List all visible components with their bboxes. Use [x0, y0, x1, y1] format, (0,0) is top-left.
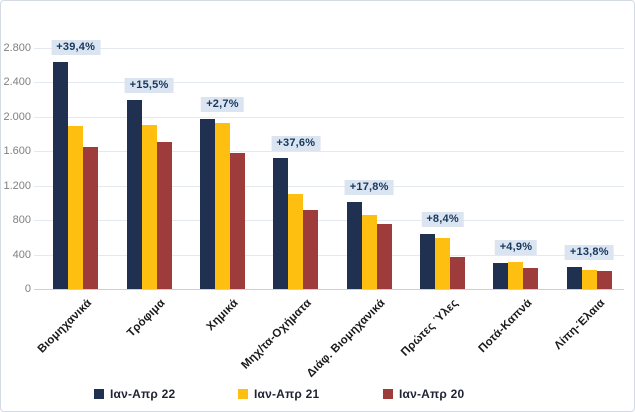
bar-ιαν-απρ-21 — [581, 270, 597, 289]
annotation-badge: +17,8% — [344, 180, 394, 196]
y-tick-label: 1.200 — [3, 179, 31, 192]
annotation-badge: +13,8% — [564, 245, 614, 261]
bar-ιαν-απρ-21 — [214, 122, 230, 289]
y-tick-label: 0 — [24, 283, 31, 295]
bar-ιαν-απρ-22 — [566, 267, 582, 289]
bar-ιαν-απρ-20 — [83, 147, 99, 289]
annotation-badge: +37,6% — [271, 136, 321, 152]
y-tick-label: 1.600 — [3, 145, 31, 158]
gridline — [34, 82, 624, 84]
annotation-badge: +2,7% — [201, 96, 244, 112]
category-label: Ποτά-Καπνά — [476, 297, 535, 356]
gridline — [34, 48, 624, 49]
annotation-badge: +8,4% — [421, 211, 464, 227]
bar-ιαν-απρ-20 — [229, 153, 245, 289]
y-tick-label: 400 — [12, 248, 31, 261]
legend-item-jan-apr-20: Ιαν-Απρ 20 — [383, 387, 464, 401]
y-tick-label: 2.400 — [3, 76, 31, 89]
legend-item-jan-apr-21: Ιαν-Απρ 21 — [238, 387, 319, 401]
y-tick-label: 2.000 — [3, 110, 31, 123]
annotation-badge: +4,9% — [494, 240, 538, 256]
bar-ιαν-απρ-21 — [141, 125, 157, 289]
bar-ιαν-απρ-22 — [273, 158, 289, 289]
category-label: Διάφ. Βιομηχανικά — [304, 297, 388, 380]
bar-ιαν-απρ-20 — [376, 224, 392, 289]
bar-ιαν-απρ-21 — [361, 214, 377, 289]
bar-ιαν-απρ-22 — [346, 202, 362, 289]
bar-ιαν-απρ-22 — [53, 61, 69, 289]
legend-swatch-red — [383, 389, 393, 399]
category-label: Βιομηχανικά — [35, 297, 95, 356]
bar-ιαν-απρ-21 — [288, 193, 304, 289]
category-label: Χημικά — [204, 297, 241, 334]
legend-label: Ιαν-Απρ 21 — [254, 387, 320, 401]
legend-label: Ιαν-Απρ 20 — [399, 387, 465, 401]
bar-ιαν-απρ-20 — [450, 257, 466, 289]
legend-swatch-yellow — [238, 389, 248, 399]
gridline — [34, 151, 624, 153]
bar-ιαν-απρ-21 — [435, 238, 451, 289]
bar-ιαν-απρ-20 — [596, 271, 612, 289]
gridline — [34, 254, 624, 256]
bar-ιαν-απρ-22 — [420, 233, 436, 289]
gridline — [34, 220, 624, 222]
bar-ιαν-απρ-20 — [156, 142, 172, 289]
annotation-badge: +15,5% — [124, 77, 174, 93]
category-label: Πρώτες Ύλες — [399, 297, 462, 359]
category-label: Λίπη-Έλαια — [552, 297, 608, 353]
x-axis-line — [34, 289, 624, 290]
bar-ιαν-απρ-22 — [126, 99, 142, 289]
y-tick-label: 2.800 — [3, 42, 31, 54]
annotation-badge: +39,4% — [51, 39, 101, 55]
category-label: Μηχ/τα-Οχήματα — [239, 297, 315, 372]
gridline — [34, 185, 624, 187]
legend-label: Ιαν-Απρ 22 — [110, 387, 176, 401]
bar-ιαν-απρ-21 — [68, 125, 84, 289]
gridline — [34, 116, 624, 118]
legend-item-jan-apr-22: Ιαν-Απρ 22 — [94, 387, 175, 401]
category-label: Τρόφιμα — [125, 297, 168, 340]
bar-ιαν-απρ-20 — [523, 267, 539, 289]
y-tick-label: 800 — [12, 214, 31, 227]
bar-ιαν-απρ-22 — [199, 118, 215, 289]
bar-ιαν-απρ-22 — [493, 263, 509, 289]
bar-ιαν-απρ-21 — [508, 262, 524, 289]
legend-swatch-navy — [94, 389, 104, 399]
bar-ιαν-απρ-20 — [303, 209, 319, 289]
